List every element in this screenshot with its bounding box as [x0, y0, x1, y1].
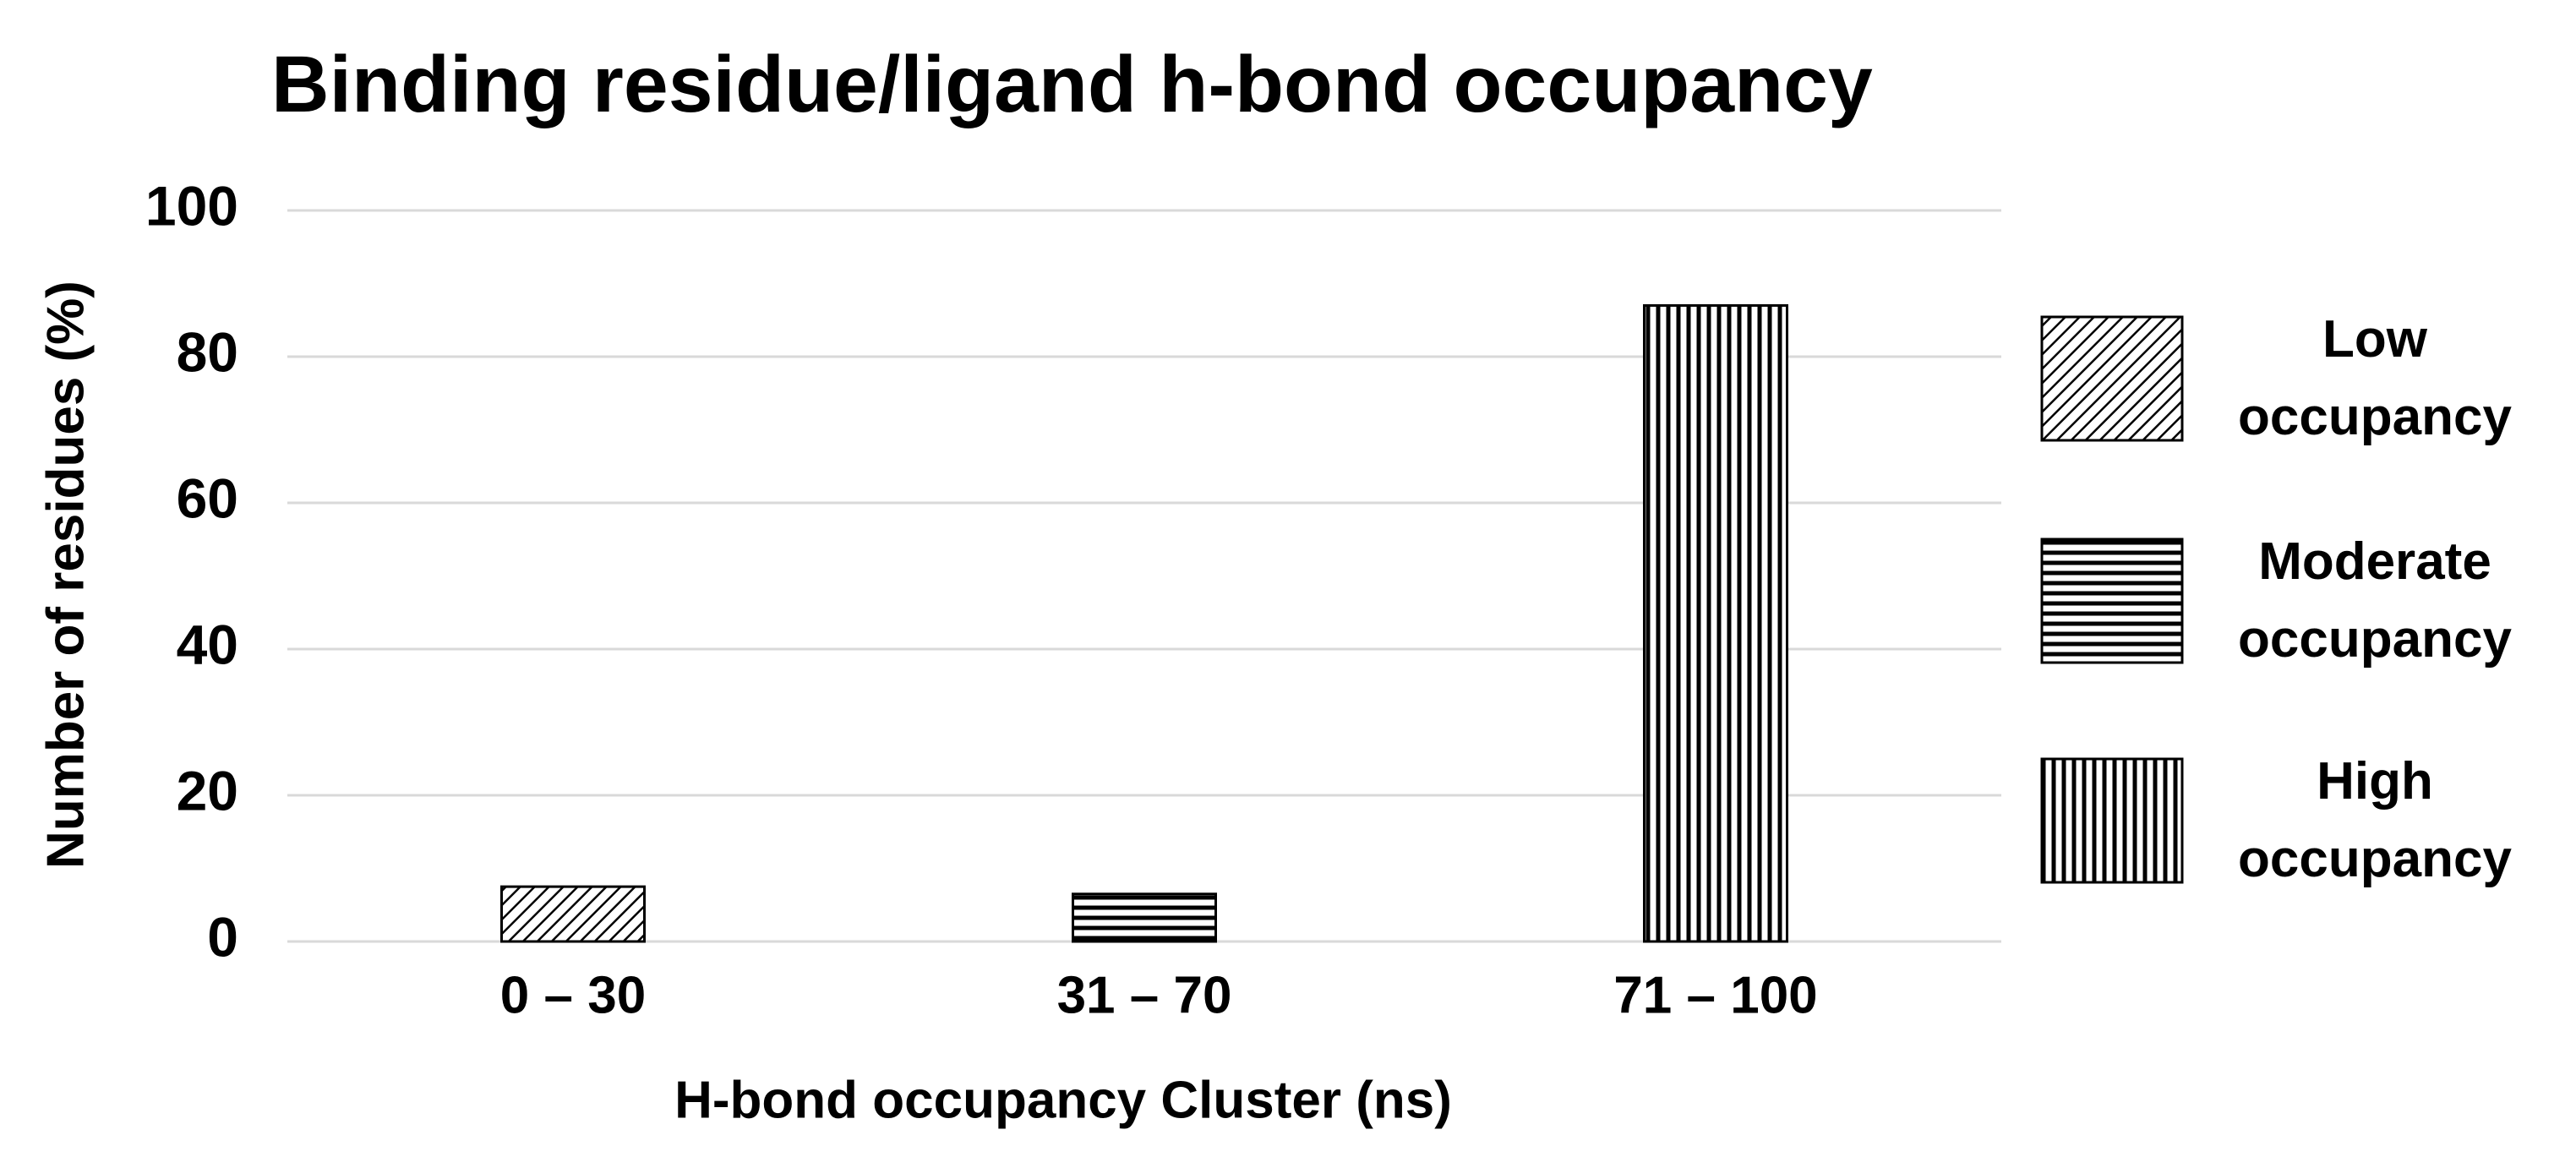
y-axis-title: Number of residues (%): [36, 281, 95, 869]
y-tick-label: 60: [177, 467, 238, 529]
y-tick-label: 40: [177, 613, 238, 675]
y-tick-label: 0: [207, 905, 238, 968]
legend-label: Low occupancy: [2238, 310, 2512, 446]
legend-swatch: [2040, 315, 2184, 442]
x-tick-label: 0 – 30: [500, 966, 646, 1024]
legend-label: Moderate occupancy: [2238, 532, 2512, 669]
bar: [1072, 892, 1217, 943]
y-tick-label: 100: [145, 174, 238, 237]
legend-label: High occupancy: [2238, 752, 2512, 888]
y-tick-label: 80: [177, 320, 238, 383]
bar: [500, 885, 646, 943]
x-tick-label: 31 – 70: [1057, 966, 1232, 1024]
legend-swatch: [2040, 538, 2184, 664]
y-tick-label: 20: [177, 759, 238, 821]
chart-title: Binding residue/ligand h-bond occupancy: [271, 40, 1873, 129]
x-axis-title: H-bond occupancy Cluster (ns): [674, 1071, 1452, 1129]
legend-swatch: [2040, 757, 2184, 884]
bar: [1643, 303, 1788, 943]
x-tick-label: 71 – 100: [1613, 966, 1817, 1024]
